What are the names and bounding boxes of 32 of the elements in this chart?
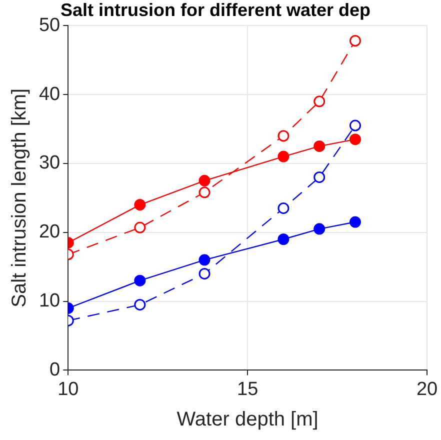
x-tick-label: 15 [236,378,258,400]
point [134,199,146,211]
y-tick-label: 40 [38,84,60,105]
chart-title: Salt intrusion for different water dep [60,0,371,20]
point [198,268,210,280]
point [349,216,361,228]
point [349,134,361,146]
y-tick-label: 10 [38,290,60,312]
point [349,35,361,47]
y-tick-label: 0 [50,359,60,380]
point [278,202,290,214]
point [314,96,326,108]
point [314,140,326,152]
point [278,234,290,245]
y-tick-label: 50 [38,14,60,36]
point [278,150,290,162]
point [314,223,326,235]
x-axis-title: Water depth [m] [176,408,318,431]
point [314,171,326,183]
x-tick-label: 20 [416,378,438,400]
point [198,174,210,186]
point [278,130,290,142]
point [134,298,146,310]
point [134,222,146,234]
point [349,120,361,132]
point [198,254,210,266]
point [134,274,146,286]
y-axis-title: Salt intrusion length [km] [8,88,31,308]
point [198,186,210,198]
y-tick-label: 30 [38,152,60,174]
y-tick-label: 20 [38,222,60,243]
x-tick-label: 10 [58,378,79,400]
